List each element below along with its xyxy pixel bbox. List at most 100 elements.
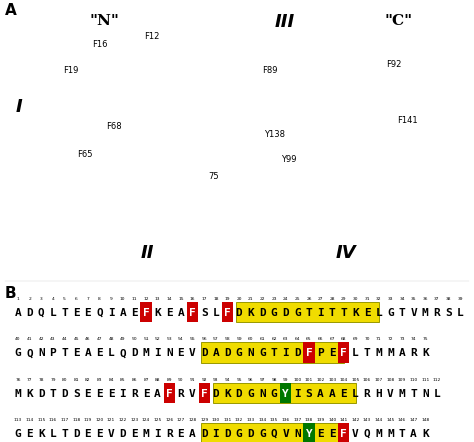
Text: F: F	[189, 308, 196, 318]
Text: 12: 12	[143, 297, 149, 301]
Text: L: L	[50, 308, 56, 318]
Text: 75: 75	[422, 337, 428, 341]
Text: Q: Q	[38, 308, 45, 318]
Text: 135: 135	[270, 418, 278, 422]
Text: 120: 120	[95, 418, 104, 422]
Text: 78: 78	[38, 377, 44, 381]
Text: 59: 59	[237, 337, 242, 341]
Text: 23: 23	[271, 297, 277, 301]
Text: 69: 69	[353, 337, 358, 341]
Text: Y: Y	[306, 429, 312, 439]
Text: 55: 55	[190, 337, 195, 341]
Text: D: D	[73, 429, 80, 439]
Text: 125: 125	[154, 418, 162, 422]
Text: F89: F89	[263, 66, 278, 75]
Text: A: A	[410, 429, 417, 439]
Text: 116: 116	[49, 418, 57, 422]
Text: G: G	[259, 429, 266, 439]
Text: 24: 24	[283, 297, 288, 301]
Text: 56: 56	[201, 337, 207, 341]
Text: A: A	[5, 3, 17, 18]
Text: F12: F12	[144, 32, 159, 41]
Text: N: N	[294, 429, 301, 439]
Text: 109: 109	[398, 377, 406, 381]
Text: E: E	[329, 348, 336, 358]
Text: 28: 28	[329, 297, 335, 301]
Text: 48: 48	[109, 337, 114, 341]
Text: T: T	[329, 308, 336, 318]
Text: 92: 92	[201, 377, 207, 381]
Text: 112: 112	[433, 377, 441, 381]
Text: 42: 42	[38, 337, 44, 341]
Text: 127: 127	[177, 418, 185, 422]
Text: Y: Y	[283, 389, 289, 399]
Text: R: R	[178, 389, 184, 399]
Text: V: V	[410, 308, 417, 318]
Bar	[338, 343, 349, 362]
Text: 3: 3	[40, 297, 43, 301]
Text: 36: 36	[422, 297, 428, 301]
Text: M: M	[143, 429, 149, 439]
Text: 68: 68	[341, 337, 346, 341]
Text: 97: 97	[260, 377, 265, 381]
Text: 66: 66	[318, 337, 323, 341]
Text: V: V	[352, 429, 359, 439]
Text: F19: F19	[64, 66, 79, 75]
Text: R: R	[434, 308, 440, 318]
Text: A: A	[178, 308, 184, 318]
Text: 138: 138	[305, 418, 313, 422]
Text: A: A	[84, 348, 91, 358]
Text: M: M	[375, 429, 382, 439]
Text: I: I	[108, 308, 115, 318]
Text: D: D	[283, 308, 289, 318]
Text: 129: 129	[200, 418, 209, 422]
Text: 7: 7	[86, 297, 89, 301]
Text: 40: 40	[15, 337, 21, 341]
Text: N: N	[259, 389, 266, 399]
Text: 133: 133	[246, 418, 255, 422]
Text: 90: 90	[178, 377, 184, 381]
Text: 62: 62	[271, 337, 277, 341]
Text: V: V	[189, 389, 196, 399]
Text: D: D	[212, 389, 219, 399]
Text: 11: 11	[132, 297, 137, 301]
Bar	[201, 343, 345, 362]
Text: T: T	[61, 429, 68, 439]
Text: 124: 124	[142, 418, 150, 422]
Text: I: I	[154, 429, 161, 439]
Bar	[164, 383, 175, 403]
Text: D: D	[131, 348, 138, 358]
Text: D: D	[236, 308, 243, 318]
Text: 60: 60	[248, 337, 254, 341]
Text: 81: 81	[73, 377, 79, 381]
Text: F: F	[201, 389, 208, 399]
Text: 65: 65	[306, 337, 312, 341]
Bar	[236, 302, 379, 322]
Text: T: T	[61, 308, 68, 318]
Text: 21: 21	[248, 297, 254, 301]
Text: IV: IV	[336, 244, 356, 262]
Text: 29: 29	[341, 297, 346, 301]
Text: 5: 5	[63, 297, 66, 301]
Text: 96: 96	[248, 377, 254, 381]
Text: 10: 10	[120, 297, 126, 301]
Text: G: G	[236, 348, 243, 358]
Text: 86: 86	[132, 377, 137, 381]
Text: F: F	[224, 308, 231, 318]
Text: L: L	[375, 308, 382, 318]
Text: 111: 111	[421, 377, 429, 381]
Text: E: E	[96, 429, 103, 439]
Text: T: T	[399, 429, 405, 439]
Text: F68: F68	[106, 122, 121, 131]
Text: L: L	[457, 308, 464, 318]
Text: S: S	[73, 389, 80, 399]
Text: E: E	[84, 429, 91, 439]
Text: 74: 74	[411, 337, 417, 341]
Text: 54: 54	[178, 337, 184, 341]
Text: D: D	[259, 308, 266, 318]
Text: 117: 117	[60, 418, 69, 422]
Text: 49: 49	[120, 337, 126, 341]
Text: L: L	[434, 389, 440, 399]
Text: D: D	[38, 389, 45, 399]
Text: R: R	[166, 429, 173, 439]
